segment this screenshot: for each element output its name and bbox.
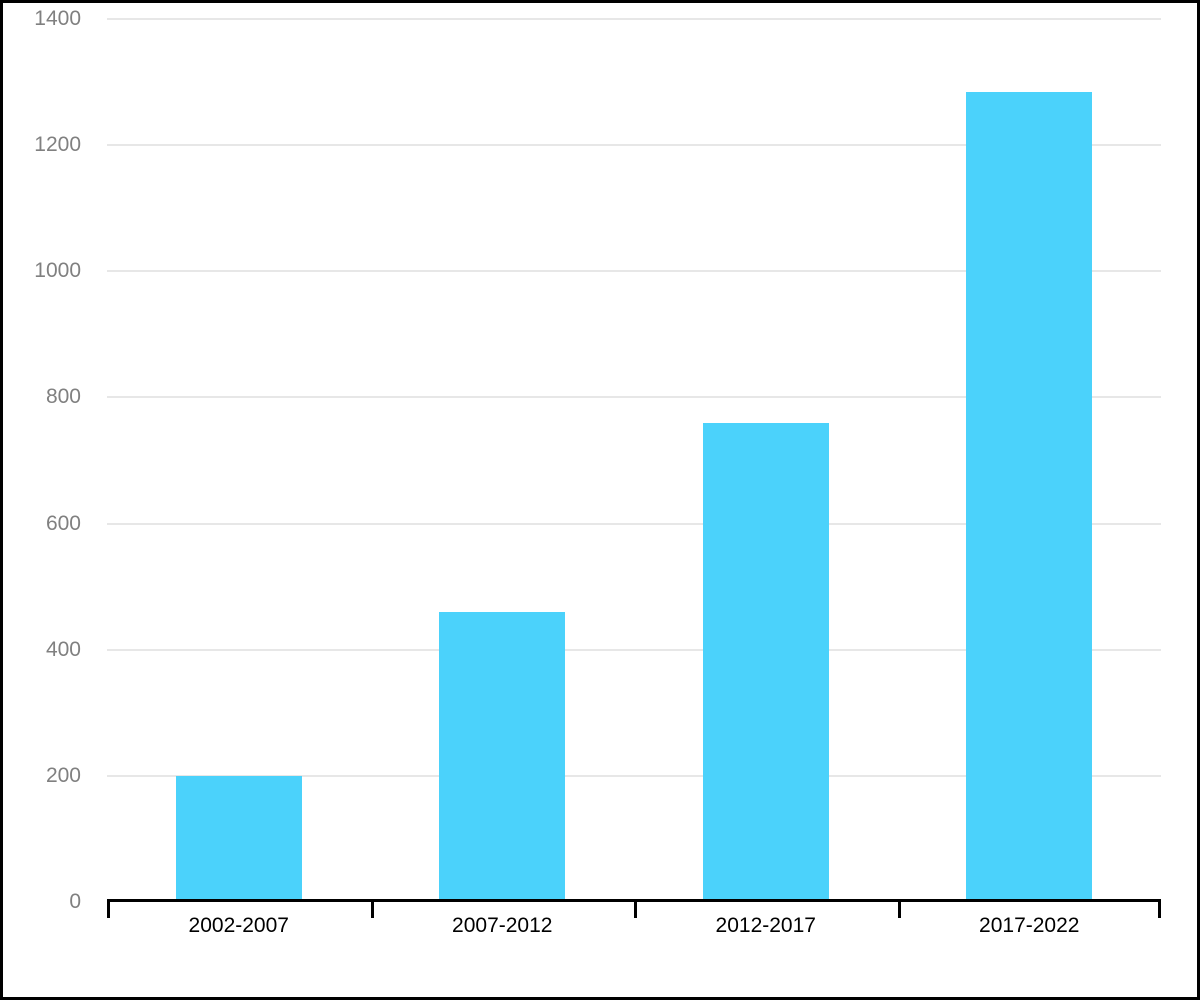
y-tick-label-800: 800 [45,385,81,409]
y-tick-label-1200: 1200 [34,133,81,157]
y-tick-label-400: 400 [45,637,81,661]
y-tick-label-600: 600 [45,511,81,535]
gridline-y-1400 [107,18,1161,20]
plot-area [107,18,1161,918]
x-axis-tick-2 [634,902,637,918]
x-tick-label-2007-2012: 2007-2012 [452,914,553,937]
y-tick-label-200: 200 [45,763,81,787]
figure-body: 0 200 400 600 800 1000 1200 1400 2002-2007 2007-… [3,3,1197,997]
bar-2002-2007 [176,775,302,902]
bar-2017-2022 [966,91,1092,902]
x-axis-tick-1 [371,902,374,918]
y-tick-label-1400: 1400 [34,7,81,30]
y-tick-label-0: 0 [69,890,81,913]
x-tick-label-2012-2017: 2012-2017 [715,914,816,937]
bar-2007-2012 [439,611,565,902]
y-tick-label-1000: 1000 [34,259,81,283]
bar-2012-2017 [703,422,829,902]
x-axis-tick-3 [898,902,901,918]
x-tick-label-2002-2007: 2002-2007 [188,914,289,937]
x-axis-line [107,899,1161,902]
x-axis-tick-4 [1158,902,1161,918]
x-tick-label-2017-2022: 2017-2022 [979,914,1080,937]
x-axis-tick-0 [107,902,110,918]
